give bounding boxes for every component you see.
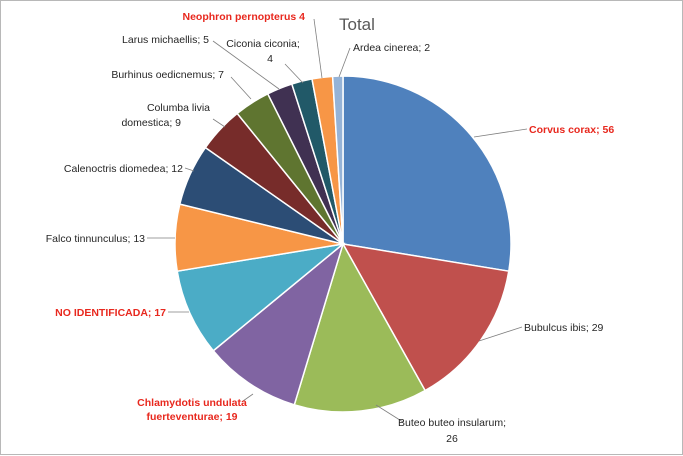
- chart-title: Total: [339, 15, 375, 34]
- data-label: Ardea cinerea; 2: [353, 42, 430, 54]
- pie-slice-ardea-cinerea: [331, 75, 344, 245]
- data-label: Burhinus oedicnemus; 7: [111, 69, 224, 81]
- pie-slice-chlamydotis-undulata-fuerteventurae: [212, 241, 345, 406]
- data-label: Corvus corax; 56: [529, 124, 614, 136]
- leader-line: [212, 40, 280, 90]
- slices-layer: [174, 75, 512, 413]
- leader-line: [478, 326, 523, 342]
- data-label: NO IDENTIFICADA; 17: [55, 307, 166, 319]
- data-label: Buteo buteo insularum; 26: [398, 417, 506, 445]
- leader-lines: [147, 18, 528, 423]
- leader-line: [473, 128, 528, 138]
- leader-line: [338, 47, 351, 78]
- leader-line: [242, 393, 254, 402]
- data-label: Larus michaellis; 5: [122, 34, 209, 46]
- data-label: Bubulcus ibis; 29: [524, 322, 604, 334]
- data-label: Falco tinnunculus; 13: [46, 233, 145, 245]
- leader-line: [375, 404, 404, 423]
- data-label: Columba livia domestica; 9: [121, 102, 210, 129]
- data-label: Neophron pernopterus 4: [182, 11, 305, 23]
- leader-line: [284, 63, 304, 84]
- leader-line: [230, 76, 252, 100]
- data-labels: Corvus corax; 56 Bubulcus ibis; 29 Buteo b…: [46, 11, 615, 445]
- pie-slice-corvus-corax: [342, 75, 512, 273]
- pie-slice-no-identificada: [176, 242, 346, 352]
- data-label: Ciconia ciconia; 4: [226, 38, 300, 65]
- data-label: Chlamydotis undulata fuerteventurae; 19: [137, 397, 247, 423]
- leader-line: [313, 18, 323, 79]
- leader-line: [212, 118, 226, 128]
- leader-line: [184, 167, 195, 172]
- data-label: Calenoctris diomedea; 12: [64, 163, 183, 175]
- pie-slice-buteo-buteo-insularum: [293, 242, 427, 413]
